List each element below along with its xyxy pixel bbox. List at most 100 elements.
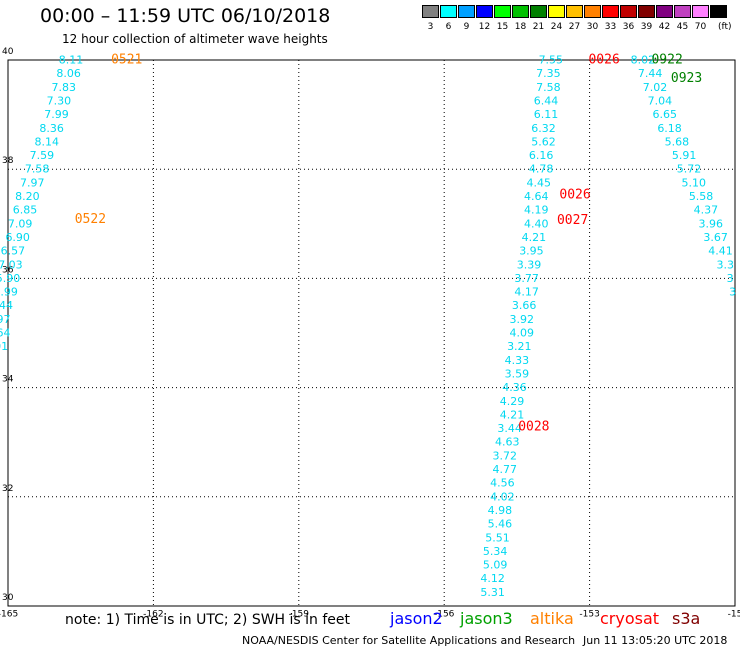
legend-swatch (584, 5, 601, 18)
note-text: note: 1) Time is in UTC; 2) SWH is in fe… (65, 612, 351, 628)
satellite-legend-altika: altika (530, 609, 574, 628)
wave-height-value: 8.36 (39, 122, 64, 135)
y-tick-label: 30 (2, 593, 14, 603)
wave-height-value: 4.78 (529, 163, 554, 176)
legend-swatch (620, 5, 637, 18)
wave-height-value: 7.03 (0, 258, 23, 271)
wave-height-value: 7.02 (643, 81, 668, 94)
wave-height-value: 4.09 (509, 327, 534, 340)
legend-swatch (674, 5, 691, 18)
satellite-legend-s3a: s3a (672, 609, 701, 628)
legend-label: 45 (676, 22, 689, 32)
x-tick-label: -153 (579, 610, 599, 620)
wave-height-value: 4.63 (495, 436, 520, 449)
legend-swatch (656, 5, 673, 18)
satellite-legend-jason3: jason3 (460, 609, 513, 628)
wave-height-value: 5.31 (480, 586, 505, 599)
wave-height-value: 4.97 (0, 313, 11, 326)
wave-height-value: 3 (729, 286, 736, 299)
wave-height-value: 4.36 (502, 381, 527, 394)
wave-height-value: 3.95 (519, 245, 544, 258)
wave-height-value: 4.99 (0, 286, 18, 299)
page-subtitle: 12 hour collection of altimeter wave hei… (62, 32, 328, 46)
wave-height-value: 5.51 (485, 531, 510, 544)
wave-height-value: 4.21 (522, 231, 547, 244)
footer-credit: NOAA/NESDIS Center for Satellite Applica… (242, 634, 576, 647)
legend-label: 15 (496, 22, 509, 32)
x-tick-label: -156 (434, 610, 455, 620)
wave-height-value: 6.85 (13, 204, 38, 217)
satellite-legend-jason2: jason2 (390, 609, 443, 628)
pass-time-label: 0026 (559, 187, 590, 202)
wave-height-value: 5.58 (689, 190, 714, 203)
legend-label: 21 (532, 22, 545, 32)
wave-height-value: 7.30 (47, 94, 72, 107)
legend-label: 6 (445, 22, 452, 32)
wave-height-value: 6.16 (529, 149, 554, 162)
wave-height-value: 4.17 (514, 286, 539, 299)
wave-height-value: 3.67 (703, 231, 728, 244)
wave-height-value: 6.57 (1, 245, 26, 258)
x-tick-label: -165 (0, 610, 18, 620)
pass-time-label: 0026 (588, 53, 619, 68)
legend-label: 70 (694, 22, 707, 32)
wave-height-value: 3 (727, 272, 734, 285)
wave-height-value: 5.01 (0, 340, 8, 353)
legend-label: 27 (568, 22, 581, 32)
legend-label: 3 (427, 22, 434, 32)
wave-height-value: 8.06 (56, 67, 81, 80)
legend-label: 42 (658, 22, 671, 32)
wave-height-value: 8.14 (35, 135, 60, 148)
wave-height-value: 4.45 (526, 176, 551, 189)
legend-swatch (710, 5, 727, 18)
page-title: 00:00 – 11:59 UTC 06/10/2018 (40, 5, 331, 27)
legend-swatch (440, 5, 457, 18)
wave-height-value: 4.64 (524, 190, 549, 203)
wave-height-value: 7.44 (638, 67, 663, 80)
plot-frame (7, 59, 736, 607)
legend-swatch (476, 5, 493, 18)
wave-height-value: 4.41 (708, 245, 733, 258)
y-tick-label: 40 (2, 47, 14, 57)
wave-height-value: 3.59 (505, 367, 530, 380)
legend-label: 36 (622, 22, 635, 32)
pass-time-label: 0027 (557, 213, 588, 228)
legend-label: 30 (586, 22, 599, 32)
legend-swatch (692, 5, 709, 18)
y-tick-label: 32 (2, 484, 13, 494)
wave-height-value: 4.56 (490, 477, 515, 490)
legend-swatch (422, 5, 439, 18)
wave-height-value: 3.44 (497, 422, 522, 435)
wave-height-value: 5.34 (483, 545, 508, 558)
legend-label: 12 (478, 22, 491, 32)
pass-time-label: 0028 (518, 419, 549, 434)
wave-height-value: 3.77 (514, 272, 539, 285)
wave-height-value: 5.44 (0, 299, 13, 312)
wave-height-value: 4.29 (500, 395, 525, 408)
legend-swatch (602, 5, 619, 18)
wave-height-value: 4.98 (488, 504, 513, 517)
x-tick-label: -162 (143, 610, 163, 620)
x-tick-label: -15 (728, 610, 740, 620)
legend-swatch (530, 5, 547, 18)
wave-height-value: 6.32 (531, 122, 556, 135)
wave-height-value: 5.62 (531, 135, 556, 148)
legend-label: 33 (604, 22, 617, 32)
legend-label: 9 (463, 22, 470, 32)
y-tick-label: 34 (2, 375, 14, 385)
wave-height-value: 3.92 (509, 313, 534, 326)
wave-height-value: 7.83 (51, 81, 76, 94)
legend-swatch (638, 5, 655, 18)
wave-height-value: 7.59 (30, 149, 55, 162)
wave-height-value: 4.12 (480, 572, 505, 585)
x-tick-label: -159 (289, 610, 310, 620)
wave-height-value: 6.65 (652, 108, 677, 121)
wave-height-value: 5.10 (682, 176, 707, 189)
wave-height-value: 6.90 (5, 231, 30, 244)
wave-height-value: 7.55 (539, 54, 564, 67)
wave-height-value: 7.09 (8, 217, 33, 230)
legend-label: 24 (550, 22, 563, 32)
wave-height-value: 7.58 (536, 81, 561, 94)
wave-height-value: 7.35 (536, 67, 561, 80)
pass-time-label: 0521 (111, 53, 142, 68)
